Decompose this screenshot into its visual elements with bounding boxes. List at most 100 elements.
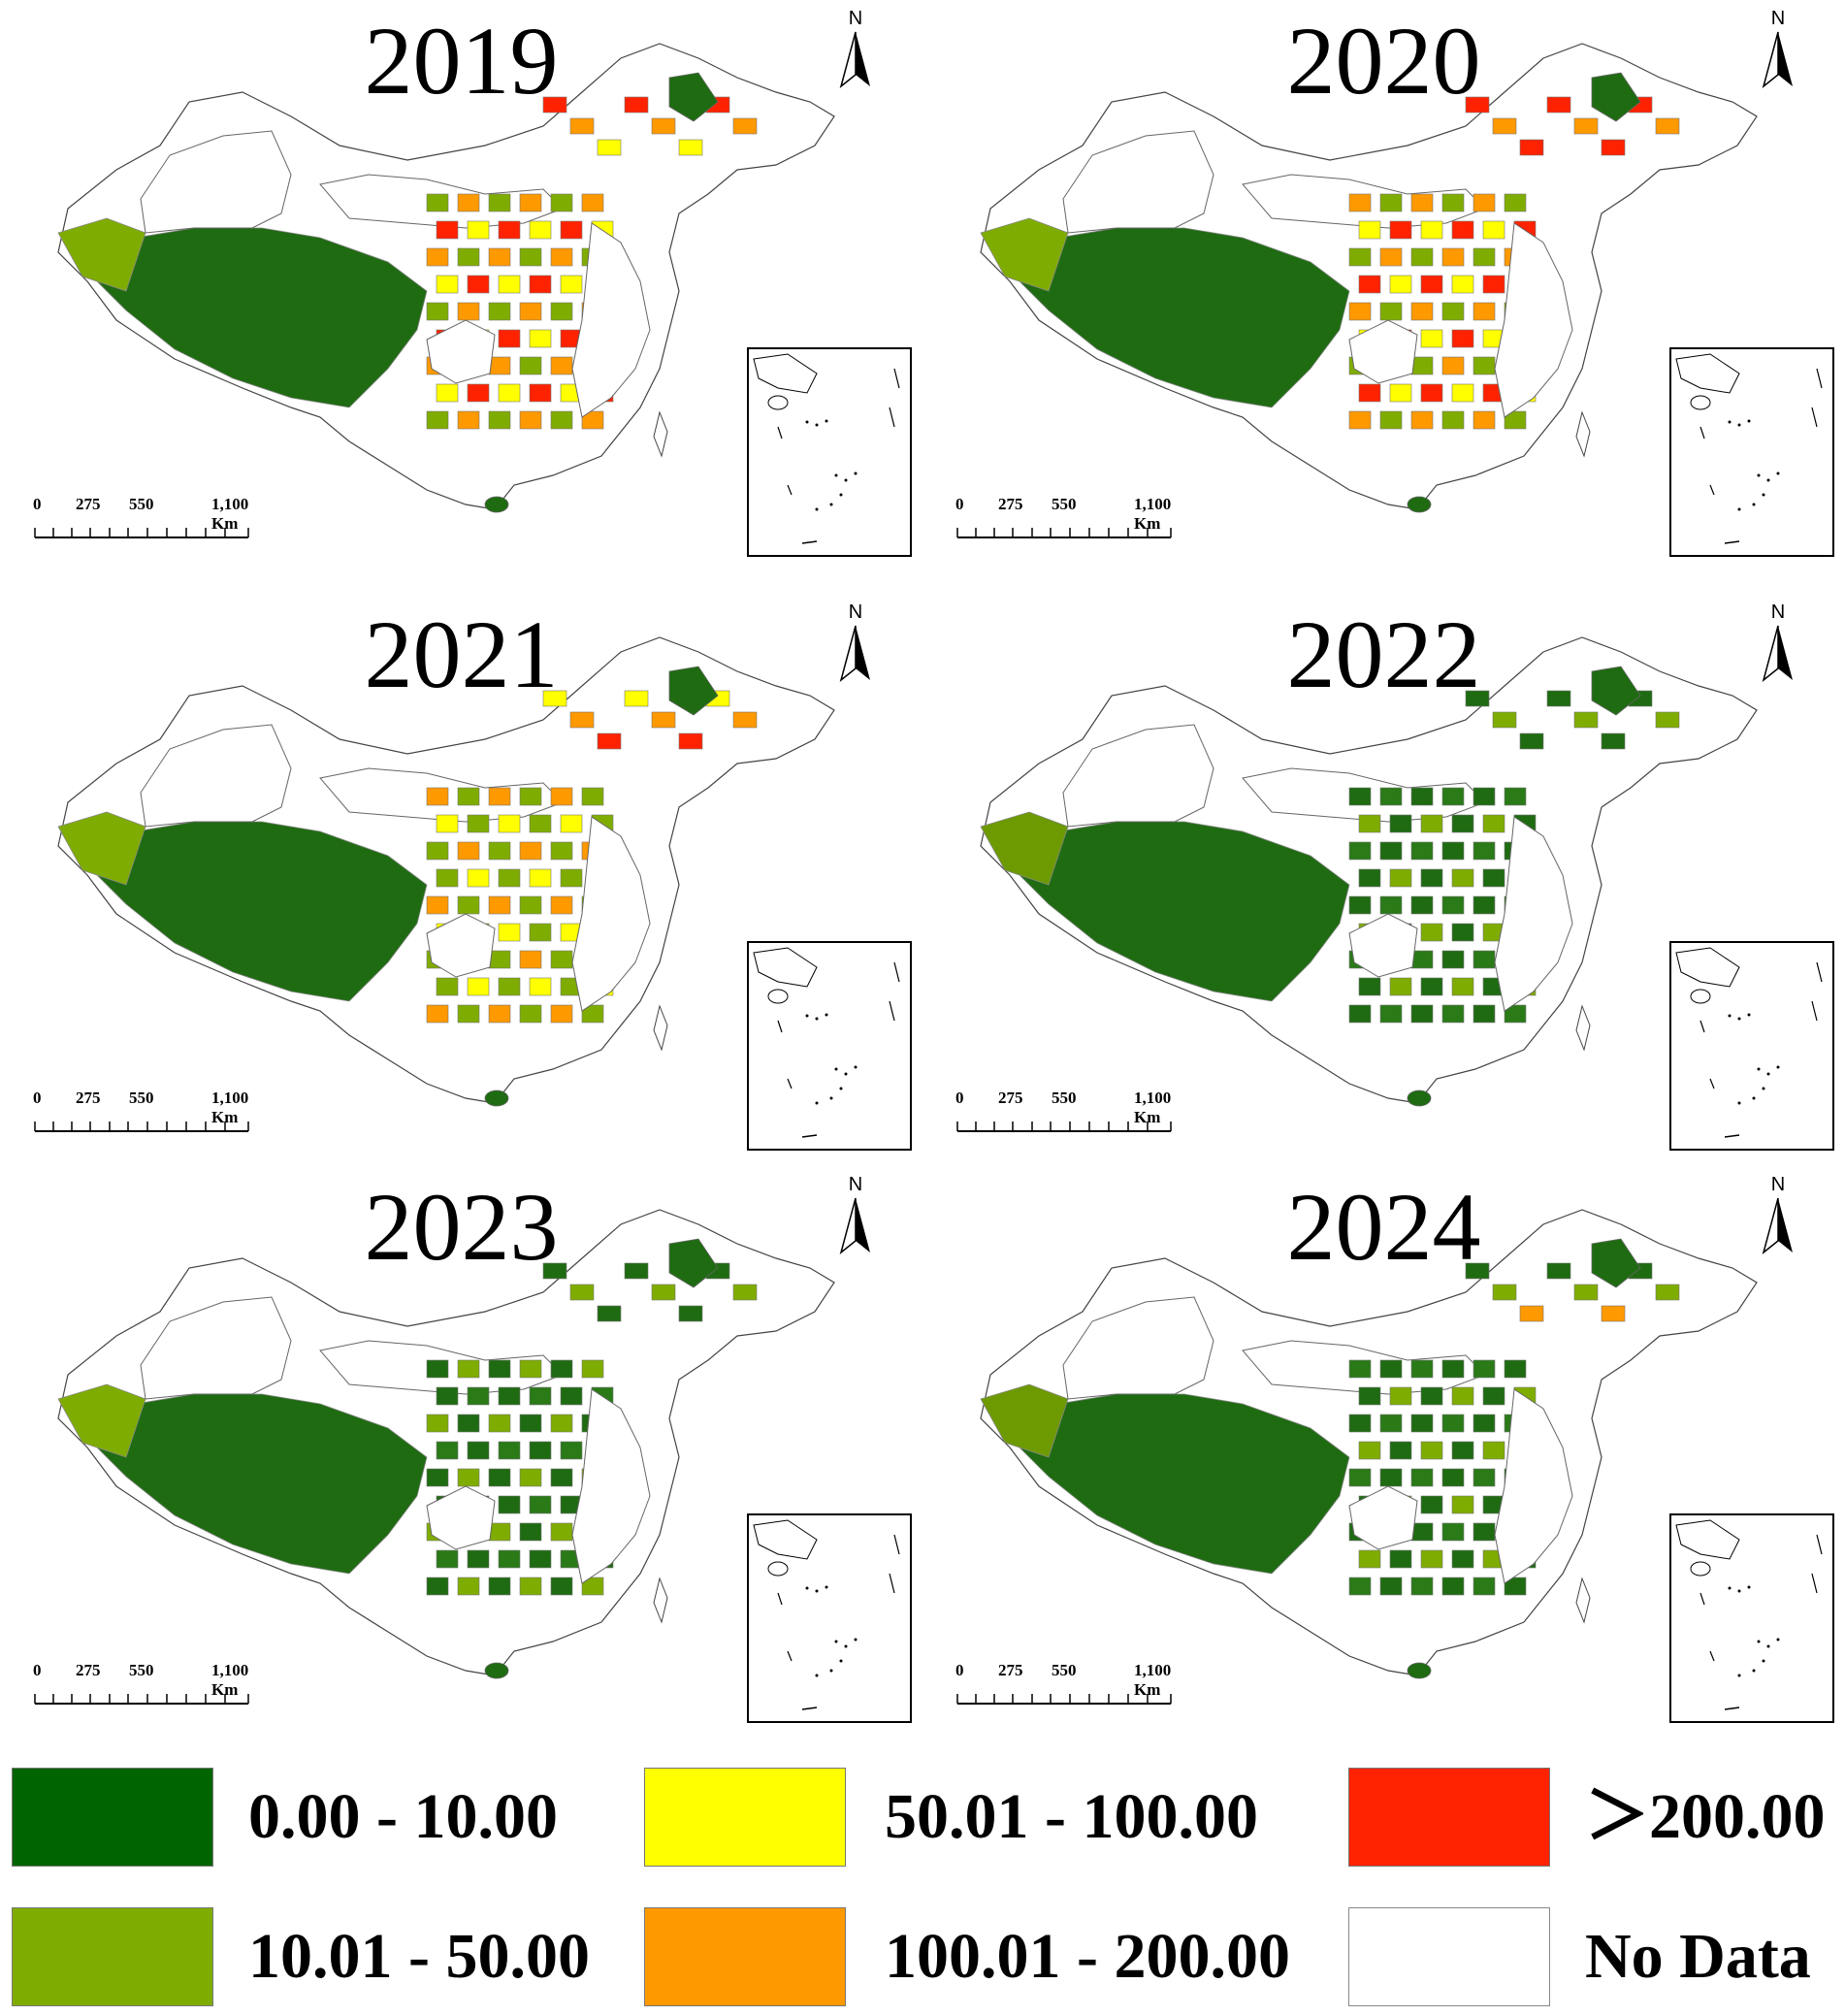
no-data-region [1494,1388,1573,1584]
far-west-region-fill [57,217,146,292]
northeast-patch [668,72,719,122]
northeast-counties [1465,690,1680,750]
north-arrow-icon [1762,1197,1793,1255]
north-label: N [848,602,863,623]
scale-label-0: 0 [33,1089,42,1107]
scale-label-275: 275 [998,495,1023,513]
scale-label-275: 275 [76,1089,101,1107]
far-west-region-fill [980,1383,1069,1458]
north-label: N [1770,602,1786,623]
inset-map [753,947,900,1138]
map-canvas [57,43,835,513]
inset-map [753,353,900,544]
no-data-region [1348,913,1418,978]
scale-bar-graphic [956,1122,1172,1132]
western-region-fill [96,227,428,408]
south-china-sea-inset [1669,1513,1834,1723]
far-west-region-fill [57,811,146,886]
legend-label-100-200: 100.01 - 200.00 [885,1921,1290,1992]
map-panel: 2024 N 0 275 550 1,100 Km [922,1166,1845,1756]
map-canvas [980,636,1758,1107]
scale-label-550: 550 [1052,1089,1077,1107]
inset-map [753,1519,900,1710]
northeast-patch [668,1238,719,1288]
map-panel: 2023 N 0 275 550 1,100 Km [0,1166,922,1756]
no-data-region [1348,1485,1418,1550]
island-hainan [484,1662,509,1679]
north-label: N [1770,1174,1786,1195]
scale-label-1100: 1,100 Km [1134,1661,1172,1699]
scale-label-1100: 1,100 Km [211,1661,249,1699]
legend-label-no-data: No Data [1585,1921,1811,1992]
scale-label-550: 550 [1052,1661,1077,1679]
scale-bar: 0 275 550 1,100 Km [950,1661,1182,1709]
south-china-sea-inset [747,1513,912,1723]
map-canvas [57,1209,835,1679]
no-data-region [426,913,496,978]
northeast-patch [1591,666,1641,716]
no-data-region [1062,1296,1214,1400]
north-arrow: N [1759,602,1817,683]
island-hainan [1407,1662,1432,1679]
north-arrow-icon [1762,31,1793,89]
northeast-counties [1465,96,1680,156]
scale-label-550: 550 [129,1089,154,1107]
no-data-region [140,130,292,234]
scale-bar-graphic [34,1694,249,1705]
south-china-sea-inset [1669,941,1834,1151]
island-hainan [1407,1089,1432,1107]
map-legend: 0.00 - 10.00 10.01 - 50.00 50.01 - 100.0… [0,1758,1845,2016]
island-taiwan [1575,410,1591,458]
western-region-fill [1019,227,1350,408]
legend-swatch-over-200 [1348,1768,1550,1867]
no-data-region [140,724,292,828]
western-region-fill [1019,821,1350,1002]
legend-label-50-100: 50.01 - 100.00 [885,1781,1258,1852]
scale-label-1100: 1,100 Km [1134,1089,1172,1126]
map-panel: 2019 N 0 275 550 1,100 Km [0,0,922,590]
no-data-region [571,222,651,418]
inset-map [1675,353,1823,544]
inset-map [1675,1519,1823,1710]
scale-label-0: 0 [33,1661,42,1679]
north-arrow: N [836,1174,894,1255]
scale-bar: 0 275 550 1,100 Km [950,1089,1182,1137]
northeast-counties [542,96,758,156]
north-label: N [848,8,863,29]
northeast-patch [1591,72,1641,122]
scale-label-550: 550 [129,1661,154,1679]
scale-bar-graphic [956,528,1172,538]
scale-label-1100: 1,100 Km [211,1089,249,1126]
northeast-patch [1591,1238,1641,1288]
island-hainan [484,496,509,513]
western-region-fill [1019,1393,1350,1575]
legend-swatch-50-100 [644,1768,846,1867]
north-arrow-icon [1762,625,1793,683]
no-data-region [1494,222,1573,418]
map-panel: 2021 N 0 275 550 1,100 Km [0,594,922,1184]
no-data-region [1062,130,1214,234]
north-arrow: N [836,602,894,683]
no-data-region [1348,319,1418,384]
north-arrow: N [1759,1174,1817,1255]
island-hainan [1407,496,1432,513]
scale-label-0: 0 [955,1089,964,1107]
scale-bar-graphic [34,1122,249,1132]
scale-bar: 0 275 550 1,100 Km [27,1089,260,1137]
no-data-region [1494,816,1573,1012]
western-region-fill [96,1393,428,1575]
scale-bar: 0 275 550 1,100 Km [27,1661,260,1709]
island-taiwan [653,1577,668,1624]
island-hainan [484,1089,509,1107]
south-china-sea-inset [747,941,912,1151]
north-arrow-icon [839,31,870,89]
scale-label-550: 550 [129,495,154,513]
scale-label-275: 275 [76,1661,101,1679]
scale-label-1100: 1,100 Km [1134,495,1172,533]
northeast-patch [668,666,719,716]
no-data-region [426,319,496,384]
northeast-counties [542,1262,758,1322]
north-arrow-icon [839,1197,870,1255]
scale-label-550: 550 [1052,495,1077,513]
map-panel: 2022 N 0 275 550 1,100 Km [922,594,1845,1184]
